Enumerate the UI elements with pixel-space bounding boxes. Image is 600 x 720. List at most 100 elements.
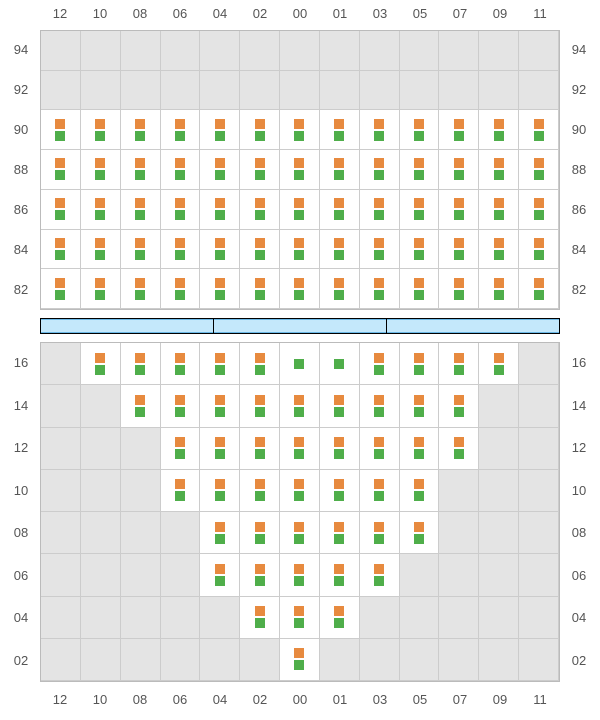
marker-orange (215, 238, 225, 248)
cell-84-04 (200, 230, 240, 270)
cell-16-07 (439, 343, 479, 385)
marker-green (95, 170, 105, 180)
marker-green (135, 407, 145, 417)
cell-88-09 (479, 150, 519, 190)
marker-green (175, 170, 185, 180)
col-label-bottom-00: 00 (280, 692, 320, 707)
marker-orange (215, 278, 225, 288)
marker-green (334, 491, 344, 501)
grid-block (40, 30, 560, 310)
cell-82-01 (320, 269, 360, 309)
cell-82-08 (121, 269, 161, 309)
marker-green (374, 365, 384, 375)
row-label-right-02: 02 (564, 651, 594, 671)
cell-02-06 (161, 639, 201, 681)
col-label-top-00: 00 (280, 6, 320, 21)
marker-orange (374, 278, 384, 288)
marker-green (55, 131, 65, 141)
marker-orange (334, 238, 344, 248)
cell-94-03 (360, 31, 400, 71)
cell-92-00 (280, 71, 320, 111)
cell-02-11 (519, 639, 559, 681)
cell-10-06 (161, 470, 201, 512)
marker-green (534, 210, 544, 220)
marker-green (175, 449, 185, 459)
marker-orange (255, 606, 265, 616)
cell-82-12 (41, 269, 81, 309)
marker-orange (215, 198, 225, 208)
cell-10-07 (439, 470, 479, 512)
marker-green (294, 250, 304, 260)
marker-orange (215, 158, 225, 168)
cell-08-04 (200, 512, 240, 554)
col-label-top-02: 02 (240, 6, 280, 21)
cell-16-08 (121, 343, 161, 385)
row-label-right-12: 12 (564, 438, 594, 458)
col-label-bottom-05: 05 (400, 692, 440, 707)
marker-green (454, 407, 464, 417)
marker-green (334, 359, 344, 369)
marker-orange (55, 119, 65, 129)
cell-90-00 (280, 110, 320, 150)
marker-green (255, 250, 265, 260)
marker-orange (494, 353, 504, 363)
marker-orange (255, 437, 265, 447)
marker-orange (454, 395, 464, 405)
marker-green (414, 131, 424, 141)
cell-14-01 (320, 385, 360, 427)
cell-88-04 (200, 150, 240, 190)
marker-orange (135, 238, 145, 248)
marker-orange (374, 238, 384, 248)
row-label-left-84: 84 (6, 240, 36, 260)
marker-green (334, 170, 344, 180)
marker-green (255, 576, 265, 586)
marker-orange (294, 648, 304, 658)
cell-10-12 (41, 470, 81, 512)
cell-04-05 (400, 597, 440, 639)
marker-green (135, 290, 145, 300)
cell-90-09 (479, 110, 519, 150)
marker-orange (414, 238, 424, 248)
cell-02-10 (81, 639, 121, 681)
marker-orange (255, 395, 265, 405)
cell-10-10 (81, 470, 121, 512)
cell-82-10 (81, 269, 121, 309)
row-label-right-04: 04 (564, 608, 594, 628)
cell-12-02 (240, 428, 280, 470)
cell-90-12 (41, 110, 81, 150)
cell-84-11 (519, 230, 559, 270)
cell-94-08 (121, 31, 161, 71)
row-label-left-82: 82 (6, 280, 36, 300)
marker-green (374, 290, 384, 300)
marker-orange (414, 198, 424, 208)
divider-segment (41, 319, 213, 333)
marker-orange (414, 158, 424, 168)
cell-14-04 (200, 385, 240, 427)
marker-orange (255, 238, 265, 248)
marker-green (334, 618, 344, 628)
cell-04-11 (519, 597, 559, 639)
cell-86-08 (121, 190, 161, 230)
marker-green (55, 290, 65, 300)
marker-green (55, 250, 65, 260)
marker-green (135, 250, 145, 260)
cell-90-11 (519, 110, 559, 150)
marker-orange (374, 522, 384, 532)
marker-orange (414, 278, 424, 288)
row-label-right-14: 14 (564, 396, 594, 416)
cell-06-05 (400, 554, 440, 596)
marker-orange (334, 437, 344, 447)
row-label-right-92: 92 (564, 80, 594, 100)
cell-08-11 (519, 512, 559, 554)
marker-orange (175, 119, 185, 129)
marker-orange (55, 278, 65, 288)
cell-12-11 (519, 428, 559, 470)
cell-08-03 (360, 512, 400, 554)
marker-green (374, 170, 384, 180)
marker-orange (215, 437, 225, 447)
marker-green (494, 170, 504, 180)
marker-orange (255, 353, 265, 363)
col-label-top-06: 06 (160, 6, 200, 21)
cell-06-02 (240, 554, 280, 596)
cell-94-01 (320, 31, 360, 71)
